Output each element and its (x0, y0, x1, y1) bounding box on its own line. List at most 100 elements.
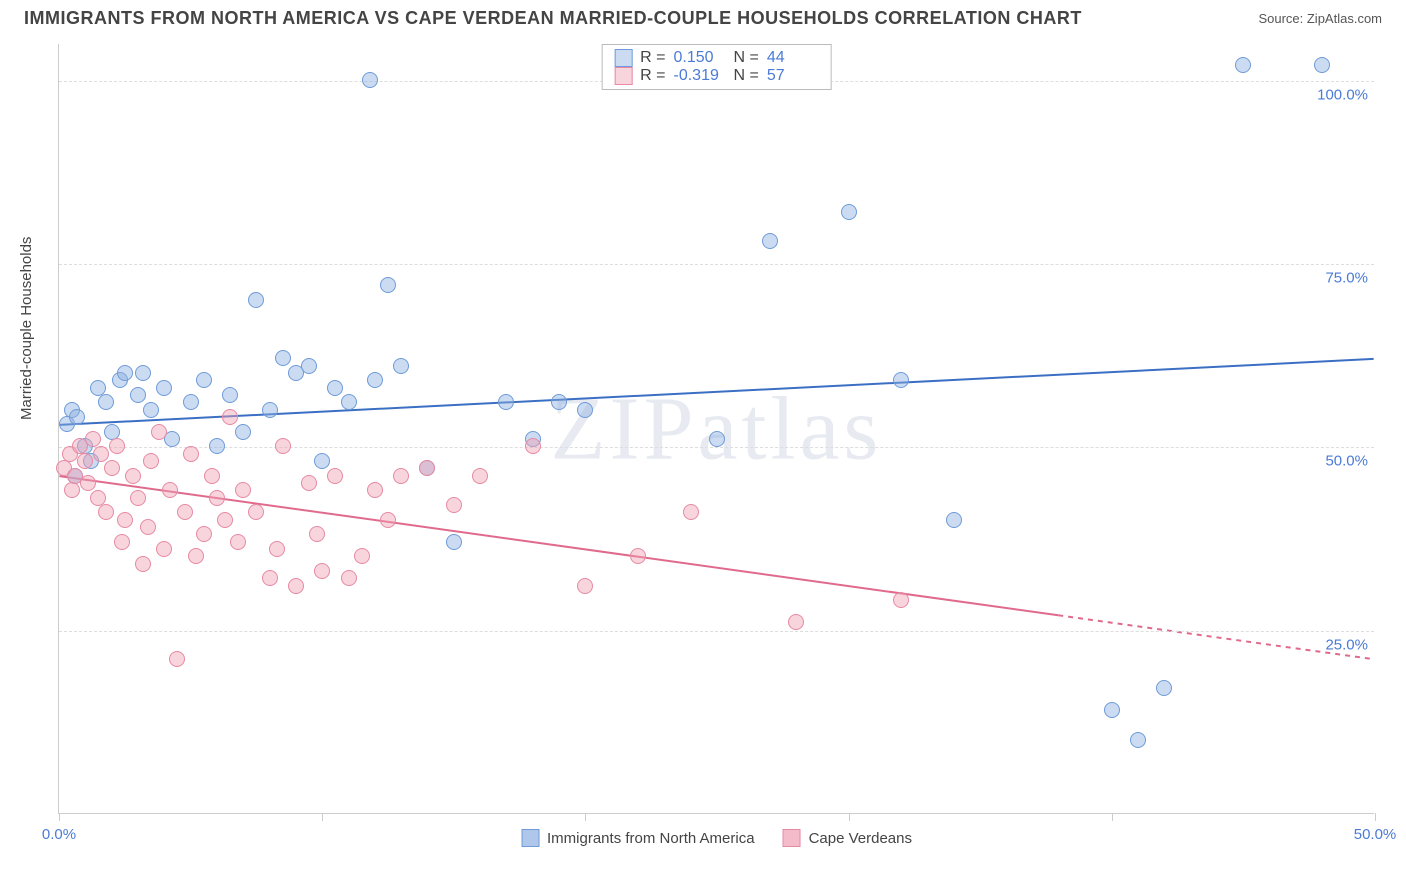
data-point (269, 541, 285, 557)
data-point (188, 548, 204, 564)
data-point (419, 460, 435, 476)
series-legend: Immigrants from North America Cape Verdea… (521, 829, 912, 847)
legend-n-value: 44 (767, 49, 819, 67)
data-point (498, 394, 514, 410)
data-point (196, 526, 212, 542)
data-point (248, 504, 264, 520)
legend-swatch (614, 67, 632, 85)
legend-swatch (521, 829, 539, 847)
data-point (446, 497, 462, 513)
x-tick (585, 813, 586, 821)
data-point (183, 446, 199, 462)
legend-n-label: N = (734, 49, 759, 67)
data-point (354, 548, 370, 564)
data-point (683, 504, 699, 520)
data-point (230, 534, 246, 550)
x-tick (1375, 813, 1376, 821)
x-tick (59, 813, 60, 821)
gridline (59, 264, 1374, 265)
gridline (59, 631, 1374, 632)
data-point (143, 402, 159, 418)
data-point (309, 526, 325, 542)
watermark: ZIPatlas (551, 377, 883, 480)
data-point (156, 541, 172, 557)
x-tick (322, 813, 323, 821)
y-tick-label: 75.0% (1325, 270, 1368, 287)
data-point (117, 512, 133, 528)
legend-swatch (614, 49, 632, 67)
data-point (98, 504, 114, 520)
data-point (98, 394, 114, 410)
data-point (341, 394, 357, 410)
x-tick (1112, 813, 1113, 821)
data-point (109, 438, 125, 454)
data-point (327, 380, 343, 396)
data-point (1235, 57, 1251, 73)
data-point (140, 519, 156, 535)
legend-n-value: 57 (767, 67, 819, 85)
data-point (275, 350, 291, 366)
source-attribution: Source: ZipAtlas.com (1258, 11, 1382, 26)
scatter-chart: ZIPatlas R =0.150N =44R =-0.319N =57 Imm… (58, 44, 1374, 814)
data-point (380, 277, 396, 293)
legend-series-label: Cape Verdeans (809, 830, 912, 847)
data-point (577, 578, 593, 594)
data-point (93, 446, 109, 462)
data-point (162, 482, 178, 498)
data-point (841, 204, 857, 220)
data-point (209, 490, 225, 506)
data-point (446, 534, 462, 550)
data-point (64, 482, 80, 498)
data-point (762, 233, 778, 249)
data-point (80, 475, 96, 491)
data-point (367, 372, 383, 388)
data-point (183, 394, 199, 410)
x-tick-label: 50.0% (1354, 826, 1397, 843)
legend-swatch (783, 829, 801, 847)
legend-r-value: 0.150 (674, 49, 726, 67)
data-point (235, 424, 251, 440)
data-point (551, 394, 567, 410)
data-point (222, 409, 238, 425)
chart-title: IMMIGRANTS FROM NORTH AMERICA VS CAPE VE… (24, 8, 1082, 29)
data-point (1130, 732, 1146, 748)
data-point (169, 651, 185, 667)
data-point (114, 534, 130, 550)
data-point (362, 72, 378, 88)
data-point (393, 468, 409, 484)
legend-series-label: Immigrants from North America (547, 830, 755, 847)
data-point (85, 431, 101, 447)
legend-stat-row: R =-0.319N =57 (614, 67, 819, 85)
data-point (1156, 680, 1172, 696)
legend-r-label: R = (640, 49, 665, 67)
data-point (341, 570, 357, 586)
data-point (196, 372, 212, 388)
data-point (69, 409, 85, 425)
y-axis-label: Married-couple Households (18, 237, 35, 420)
data-point (630, 548, 646, 564)
legend-r-label: R = (640, 67, 665, 85)
data-point (893, 372, 909, 388)
correlation-legend: R =0.150N =44R =-0.319N =57 (601, 44, 832, 90)
gridline (59, 447, 1374, 448)
data-point (393, 358, 409, 374)
data-point (104, 460, 120, 476)
data-point (209, 438, 225, 454)
data-point (235, 482, 251, 498)
data-point (104, 424, 120, 440)
data-point (275, 438, 291, 454)
data-point (151, 424, 167, 440)
legend-n-label: N = (734, 67, 759, 85)
data-point (135, 365, 151, 381)
data-point (130, 387, 146, 403)
data-point (262, 570, 278, 586)
data-point (380, 512, 396, 528)
data-point (262, 402, 278, 418)
data-point (946, 512, 962, 528)
data-point (77, 453, 93, 469)
data-point (90, 490, 106, 506)
data-point (1104, 702, 1120, 718)
legend-series-item: Immigrants from North America (521, 829, 755, 847)
data-point (367, 482, 383, 498)
data-point (314, 563, 330, 579)
